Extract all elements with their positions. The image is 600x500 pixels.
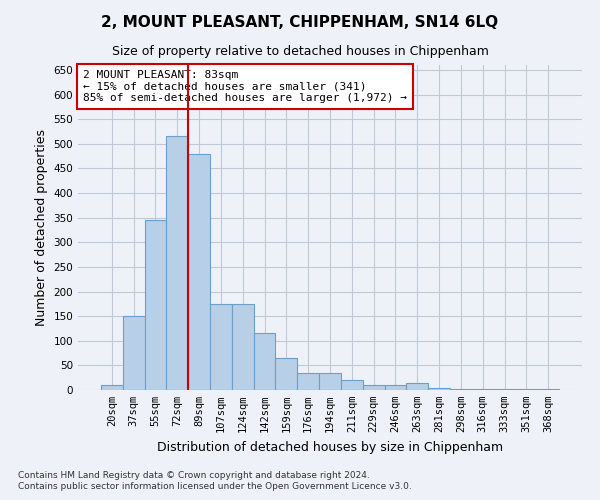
Bar [319,373,341,390]
Text: Size of property relative to detached houses in Chippenham: Size of property relative to detached ho… [112,45,488,58]
Bar [385,385,406,390]
Bar [363,385,385,390]
Bar [123,316,145,390]
Bar [428,388,450,390]
Bar [341,380,363,390]
Bar [275,358,297,390]
Y-axis label: Number of detached properties: Number of detached properties [35,129,48,326]
Bar [101,385,123,390]
Bar [450,389,472,390]
Bar [537,389,559,390]
Bar [515,389,537,390]
Bar [472,389,494,390]
Bar [254,334,275,390]
Text: Contains HM Land Registry data © Crown copyright and database right 2024.: Contains HM Land Registry data © Crown c… [18,470,370,480]
Bar [297,373,319,390]
Text: 2, MOUNT PLEASANT, CHIPPENHAM, SN14 6LQ: 2, MOUNT PLEASANT, CHIPPENHAM, SN14 6LQ [101,15,499,30]
Bar [406,382,428,390]
Bar [232,304,254,390]
Text: Contains public sector information licensed under the Open Government Licence v3: Contains public sector information licen… [18,482,412,491]
Bar [188,154,210,390]
Bar [210,304,232,390]
Bar [145,220,166,390]
Bar [166,136,188,390]
X-axis label: Distribution of detached houses by size in Chippenham: Distribution of detached houses by size … [157,440,503,454]
Bar [494,389,515,390]
Text: 2 MOUNT PLEASANT: 83sqm
← 15% of detached houses are smaller (341)
85% of semi-d: 2 MOUNT PLEASANT: 83sqm ← 15% of detache… [83,70,407,103]
